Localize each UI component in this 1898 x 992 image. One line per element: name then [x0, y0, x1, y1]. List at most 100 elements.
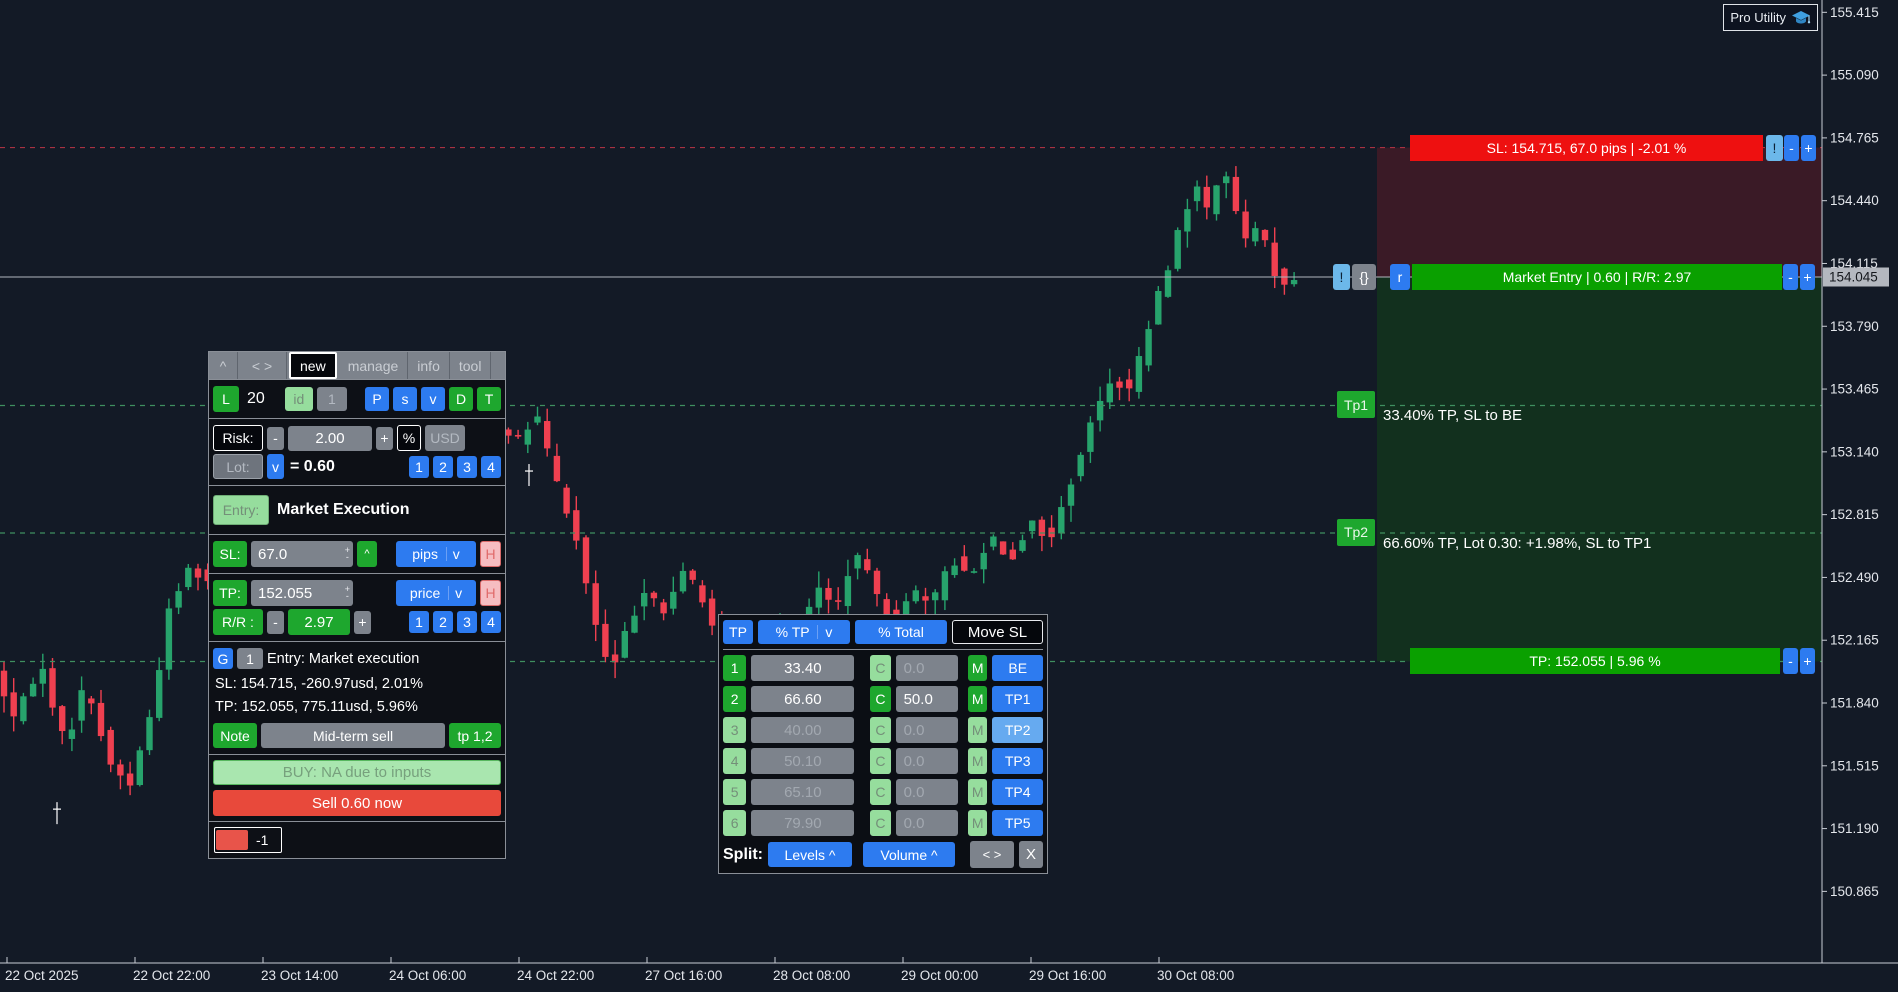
- risk-percent-toggle[interactable]: %: [397, 425, 421, 451]
- lot-quick-1[interactable]: 1: [409, 455, 429, 478]
- tp-row-6-number[interactable]: 6: [723, 810, 747, 836]
- tp-row-1-pct-tp-input[interactable]: 33.40: [751, 655, 855, 681]
- sl-input[interactable]: 67.0 + -: [251, 541, 353, 567]
- tp-row-2-number[interactable]: 2: [723, 686, 747, 712]
- tp1-level-label[interactable]: Tp1: [1337, 391, 1375, 419]
- sl-label[interactable]: SL:: [213, 541, 247, 567]
- tp-row-4-number[interactable]: 4: [723, 748, 747, 774]
- sl-minus-button[interactable]: -: [1784, 134, 1799, 161]
- tp-row-1-move-button[interactable]: M: [968, 655, 988, 681]
- tab-tool[interactable]: tool: [450, 352, 492, 379]
- sl-spinner[interactable]: + -: [344, 544, 350, 562]
- tp-row-5-pct-tp-input[interactable]: 65.10: [751, 779, 855, 805]
- tp-row-3-c-button[interactable]: C: [870, 717, 891, 743]
- tp-row-2-target-TP1[interactable]: TP1: [992, 686, 1043, 712]
- split-levels-button[interactable]: Levels ^: [768, 842, 852, 867]
- sl-unit-dropdown[interactable]: pips v: [396, 541, 476, 567]
- note-text[interactable]: Mid-term sell: [261, 723, 445, 748]
- tp-header-button[interactable]: TP: [723, 620, 753, 644]
- collapse-button[interactable]: ^: [209, 352, 238, 379]
- entry-braces-button[interactable]: {}: [1352, 264, 1376, 290]
- toolbar-button-P[interactable]: P: [365, 387, 389, 411]
- entry-type-label[interactable]: Entry:: [213, 495, 269, 525]
- tp-row-1-target-BE[interactable]: BE: [992, 655, 1043, 681]
- sl-plus-button[interactable]: +: [1801, 134, 1816, 161]
- tp-row-4-c-button[interactable]: C: [870, 748, 891, 774]
- risk-minus-button[interactable]: -: [267, 426, 284, 450]
- rr-label[interactable]: R/R :: [213, 609, 263, 635]
- tp-spinner[interactable]: + -: [344, 583, 350, 601]
- lot-quick-4[interactable]: 4: [481, 455, 501, 478]
- tp-row-4-pct-total-input[interactable]: 0.0: [895, 748, 959, 774]
- entry-plus-button[interactable]: +: [1800, 264, 1815, 290]
- move-panel-button[interactable]: < >: [238, 352, 287, 379]
- risk-label[interactable]: Risk:: [213, 425, 263, 451]
- color-swatch[interactable]: [216, 830, 248, 850]
- id-value[interactable]: 1: [316, 387, 347, 411]
- sl-up-button[interactable]: ^: [357, 541, 377, 567]
- tp-row-5-number[interactable]: 5: [723, 779, 747, 805]
- risk-plus-button[interactable]: +: [376, 426, 393, 450]
- lines-toggle-button[interactable]: L: [213, 386, 239, 412]
- rr-quick-3[interactable]: 3: [457, 611, 477, 633]
- toolbar-button-T[interactable]: T: [477, 387, 501, 411]
- tp-row-5-c-button[interactable]: C: [870, 779, 891, 805]
- tp-row-2-pct-tp-input[interactable]: 66.60: [751, 686, 855, 712]
- tab-manage[interactable]: manage: [339, 352, 409, 379]
- risk-usd-toggle[interactable]: USD: [425, 425, 465, 451]
- tp-row-5-pct-total-input[interactable]: 0.0: [895, 779, 959, 805]
- tp-row-3-pct-tp-input[interactable]: 40.00: [751, 717, 855, 743]
- tp-row-6-move-button[interactable]: M: [968, 810, 988, 836]
- toolbar-button-s[interactable]: s: [393, 387, 417, 411]
- tp-row-1-pct-total-input[interactable]: 0.0: [895, 655, 959, 681]
- lot-quick-2[interactable]: 2: [433, 455, 453, 478]
- note-tp-button[interactable]: tp 1,2: [449, 723, 501, 748]
- sl-alert-button[interactable]: !: [1766, 134, 1783, 161]
- tp-row-6-pct-tp-input[interactable]: 79.90: [751, 810, 855, 836]
- sl-hide-button[interactable]: H: [480, 541, 501, 567]
- entry-minus-button[interactable]: -: [1783, 264, 1798, 290]
- tp-row-6-target-TP5[interactable]: TP5: [992, 810, 1043, 836]
- lot-dropdown[interactable]: v: [267, 454, 284, 479]
- group-number[interactable]: 1: [237, 648, 263, 669]
- lot-label[interactable]: Lot:: [213, 454, 263, 479]
- rr-quick-4[interactable]: 4: [481, 611, 501, 633]
- tp-row-3-target-TP2[interactable]: TP2: [992, 717, 1043, 743]
- tp-row-2-move-button[interactable]: M: [968, 686, 988, 712]
- rr-value[interactable]: 2.97: [288, 609, 350, 635]
- panel-close-button[interactable]: X: [1019, 841, 1043, 868]
- tp-row-1-c-button[interactable]: C: [870, 655, 891, 681]
- tp-row-3-pct-total-input[interactable]: 0.0: [895, 717, 959, 743]
- pct-total-header-button[interactable]: % Total: [855, 620, 947, 644]
- sell-button[interactable]: Sell 0.60 now: [213, 790, 501, 816]
- tp-row-2-pct-total-input[interactable]: 50.0: [895, 686, 959, 712]
- tp-hide-button[interactable]: H: [480, 580, 501, 606]
- move-sl-header[interactable]: Move SL: [952, 620, 1043, 644]
- tp-label[interactable]: TP:: [213, 580, 247, 606]
- tp-band[interactable]: TP: 152.055 | 5.96 %: [1410, 648, 1780, 675]
- toolbar-button-v[interactable]: v: [421, 387, 445, 411]
- tp-minus-button[interactable]: -: [1783, 648, 1798, 675]
- note-button[interactable]: Note: [213, 723, 257, 748]
- pct-tp-header-dropdown[interactable]: % TP v: [758, 620, 850, 644]
- buy-button[interactable]: BUY: NA due to inputs: [213, 760, 501, 785]
- risk-input[interactable]: 2.00: [288, 425, 372, 451]
- rr-quick-2[interactable]: 2: [433, 611, 453, 633]
- tp-row-6-c-button[interactable]: C: [870, 810, 891, 836]
- group-button[interactable]: G: [213, 648, 233, 669]
- tp-row-4-pct-tp-input[interactable]: 50.10: [751, 748, 855, 774]
- tp-unit-dropdown[interactable]: price v: [396, 580, 476, 606]
- entry-band[interactable]: Market Entry | 0.60 | R/R: 2.97: [1412, 264, 1782, 290]
- tp-plus-button[interactable]: +: [1800, 648, 1815, 675]
- sl-band[interactable]: SL: 154.715, 67.0 pips | -2.01 %: [1410, 134, 1763, 161]
- tp-row-5-target-TP4[interactable]: TP4: [992, 779, 1043, 805]
- tp-row-6-pct-total-input[interactable]: 0.0: [895, 810, 959, 836]
- rr-plus-button[interactable]: +: [354, 610, 371, 634]
- split-volume-button[interactable]: Volume ^: [863, 842, 955, 867]
- toolbar-button-D[interactable]: D: [449, 387, 473, 411]
- entry-r-button[interactable]: r: [1390, 264, 1410, 290]
- tp-row-2-c-button[interactable]: C: [870, 686, 891, 712]
- panel-resize-button[interactable]: < >: [970, 841, 1014, 868]
- tp-row-1-number[interactable]: 1: [723, 655, 747, 681]
- tp-row-3-move-button[interactable]: M: [968, 717, 988, 743]
